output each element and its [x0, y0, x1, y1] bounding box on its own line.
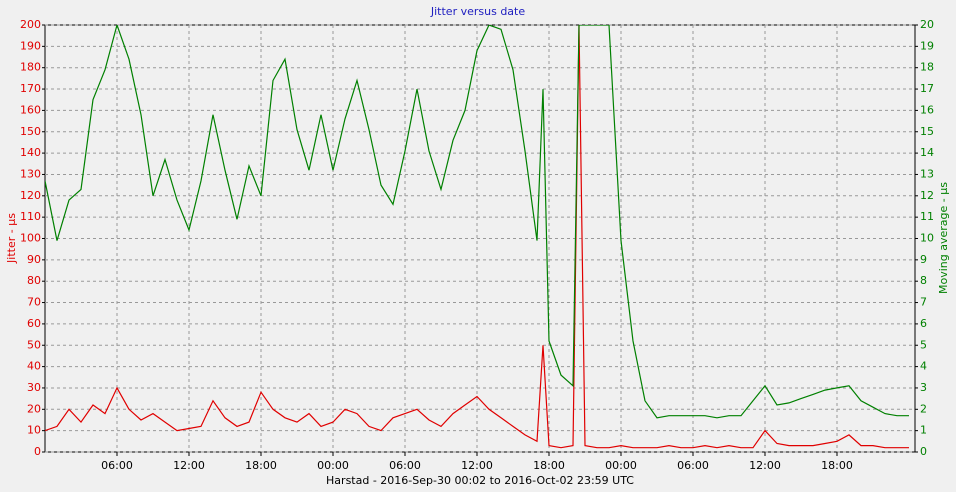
y2-tick-label: 1 [920, 424, 927, 437]
y2-tick-label: 8 [920, 274, 927, 287]
y-tick-label: 50 [27, 338, 41, 351]
y2-tick-label: 14 [920, 146, 934, 159]
y-tick-label: 60 [27, 317, 41, 330]
y2-tick-label: 6 [920, 317, 927, 330]
y-tick-label: 200 [20, 18, 41, 31]
chart-title: Jitter versus date [430, 5, 525, 18]
y-tick-label: 20 [27, 402, 41, 415]
y2-tick-label: 11 [920, 210, 934, 223]
y2-tick-label: 12 [920, 189, 934, 202]
y-tick-label: 170 [20, 82, 41, 95]
y-tick-label: 140 [20, 146, 41, 159]
x-tick-label: 00:00 [317, 459, 349, 472]
y-tick-label: 30 [27, 381, 41, 394]
y-tick-label: 40 [27, 360, 41, 373]
data-line [45, 25, 909, 419]
y-tick-label: 10 [27, 424, 41, 437]
y-tick-label: 130 [20, 167, 41, 180]
y-tick-label: 190 [20, 39, 41, 52]
y-tick-label: 100 [20, 232, 41, 245]
y2-tick-label: 5 [920, 338, 927, 351]
y-tick-label: 160 [20, 103, 41, 116]
x-tick-label: 18:00 [821, 459, 853, 472]
x-tick-label: 12:00 [461, 459, 493, 472]
x-tick-label: 18:00 [245, 459, 277, 472]
y-tick-label: 80 [27, 274, 41, 287]
y2-tick-label: 15 [920, 125, 934, 138]
y2-tick-label: 10 [920, 232, 934, 245]
y-tick-label: 110 [20, 210, 41, 223]
y2-tick-label: 19 [920, 39, 934, 52]
x-axis-label: Harstad - 2016-Sep-30 00:02 to 2016-Oct-… [326, 474, 634, 487]
y-tick-label: 0 [34, 445, 41, 458]
y2-tick-label: 13 [920, 167, 934, 180]
y2-axis-label: Moving average - µs [937, 182, 950, 294]
y-tick-label: 90 [27, 253, 41, 266]
y2-tick-label: 3 [920, 381, 927, 394]
y-tick-label: 180 [20, 61, 41, 74]
x-tick-label: 06:00 [101, 459, 133, 472]
y-tick-label: 150 [20, 125, 41, 138]
y-tick-label: 70 [27, 296, 41, 309]
y2-tick-label: 4 [920, 360, 927, 373]
x-tick-label: 00:00 [605, 459, 637, 472]
x-tick-label: 18:00 [533, 459, 565, 472]
y2-tick-label: 20 [920, 18, 934, 31]
y2-tick-label: 9 [920, 253, 927, 266]
y2-tick-label: 0 [920, 445, 927, 458]
x-tick-label: 12:00 [173, 459, 205, 472]
y2-tick-label: 17 [920, 82, 934, 95]
y-axis-label: Jitter - µs [5, 213, 18, 264]
y2-tick-label: 7 [920, 296, 927, 309]
y2-tick-label: 16 [920, 103, 934, 116]
x-tick-label: 06:00 [389, 459, 421, 472]
y2-tick-label: 18 [920, 61, 934, 74]
y2-tick-label: 2 [920, 402, 927, 415]
x-tick-label: 12:00 [749, 459, 781, 472]
y-tick-label: 120 [20, 189, 41, 202]
x-tick-label: 06:00 [677, 459, 709, 472]
data-line [45, 25, 909, 449]
